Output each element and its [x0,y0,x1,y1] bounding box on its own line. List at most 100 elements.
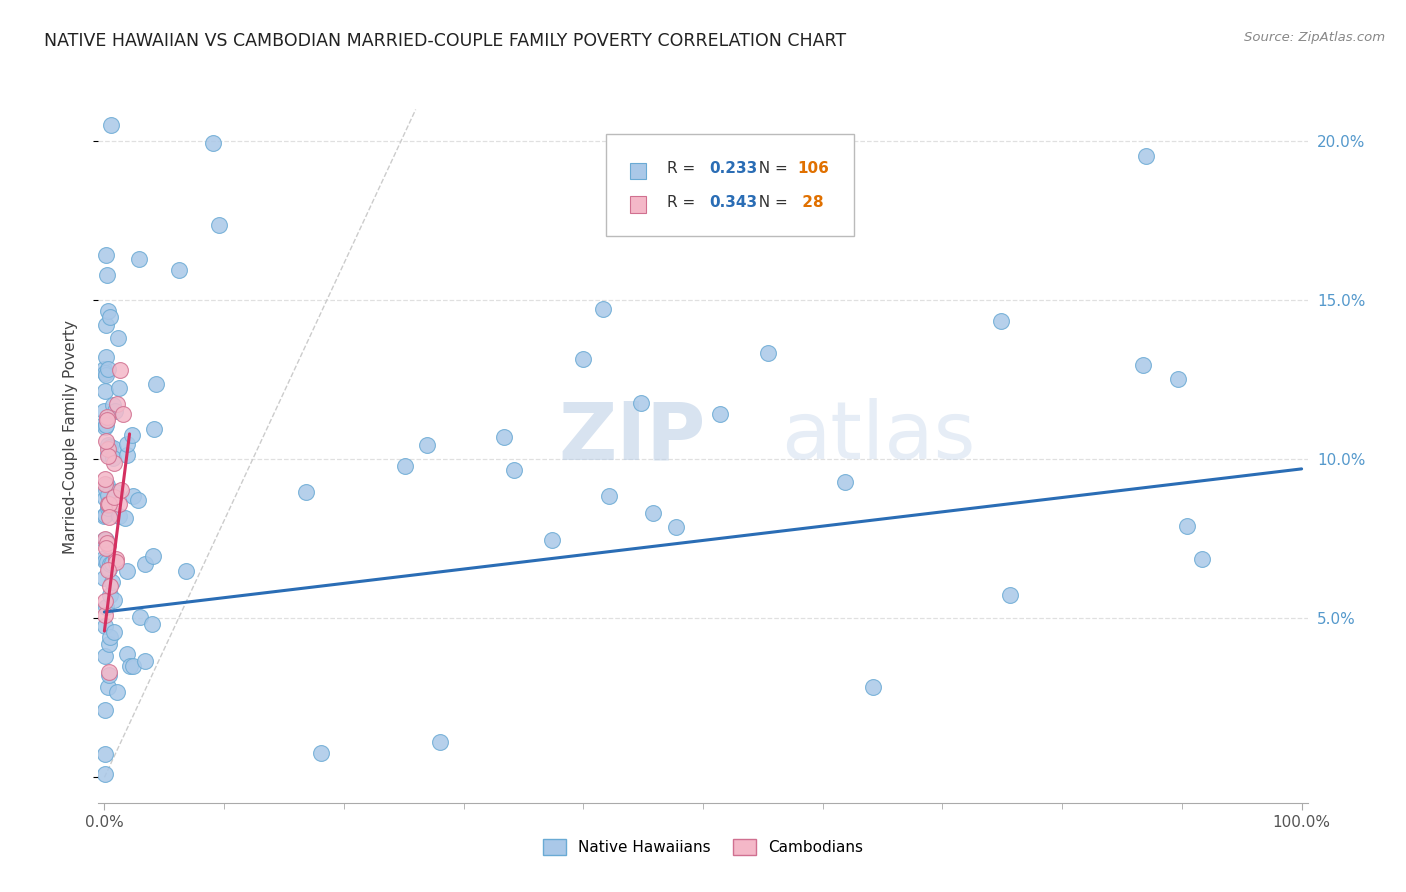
Point [96,536,118,550]
Point [664,520,686,534]
Point [105,555,128,569]
Point [201,136,224,150]
FancyBboxPatch shape [606,134,855,235]
Point [709,407,731,421]
Point [416,437,439,451]
Point [93,508,115,523]
Point [96,442,118,457]
Point [94,483,117,498]
Point [174,564,197,578]
Point [93,417,115,431]
Point [98,310,121,324]
Point [93,571,115,585]
Point [96,556,118,570]
Y-axis label: Married-Couple Family Poverty: Married-Couple Family Poverty [63,320,77,554]
Point [93,747,115,762]
Text: ZIP: ZIP [558,398,706,476]
Point [107,381,129,395]
Point [97,361,120,376]
Point [295,484,318,499]
Point [101,399,124,413]
Point [104,551,127,566]
Point [117,436,139,450]
Point [97,488,120,502]
Point [641,506,664,520]
Point [1132,358,1154,372]
Point [94,476,117,491]
Point [862,680,884,694]
Point [1175,519,1198,533]
Point [93,767,115,781]
Point [1135,149,1157,163]
Point [112,407,135,421]
Text: R =: R = [666,194,700,210]
Point [97,438,120,452]
Point [100,557,122,571]
Point [94,368,117,382]
Point [98,440,121,454]
Point [97,498,120,512]
Point [96,412,118,426]
Point [108,508,131,523]
Point [98,630,121,644]
Point [97,668,120,682]
Point [98,562,121,576]
Point [94,420,117,434]
Point [98,588,121,602]
Point [96,350,118,364]
Point [94,532,117,546]
Point [118,658,141,673]
Bar [630,196,647,212]
Point [97,447,120,461]
Point [94,318,117,332]
Point [97,303,120,318]
Point [598,489,620,503]
Point [94,648,117,663]
Point [94,618,117,632]
Point [108,497,131,511]
Point [96,248,118,262]
Point [96,541,118,556]
Point [104,403,127,417]
Point [1191,551,1213,566]
Point [167,263,190,277]
Point [98,578,121,592]
Point [145,377,167,392]
Text: 106: 106 [797,161,830,176]
Point [93,361,115,376]
Point [93,533,115,548]
Point [127,493,149,508]
Point [96,449,118,463]
Legend: Native Hawaiians, Cambodians: Native Hawaiians, Cambodians [537,833,869,861]
Point [103,456,125,470]
Point [990,314,1012,328]
Text: 28: 28 [797,194,824,210]
Point [115,448,138,462]
Point [93,508,115,522]
Point [97,680,120,694]
Point [998,588,1021,602]
Point [94,607,117,622]
Point [94,417,117,432]
Point [134,557,156,571]
Point [429,735,451,749]
Point [103,593,125,607]
Point [105,685,128,699]
Point [134,654,156,668]
Point [494,429,516,443]
Point [110,483,132,498]
Text: 0.343: 0.343 [709,194,758,210]
Point [94,599,117,614]
Point [97,538,120,552]
Point [97,563,120,577]
Point [96,410,118,425]
Point [101,574,124,589]
Point [592,301,614,316]
Bar [630,163,647,179]
Point [105,397,128,411]
Point [114,510,136,524]
Point [110,363,132,377]
Point [93,554,115,568]
Point [93,551,115,566]
Point [96,478,118,492]
